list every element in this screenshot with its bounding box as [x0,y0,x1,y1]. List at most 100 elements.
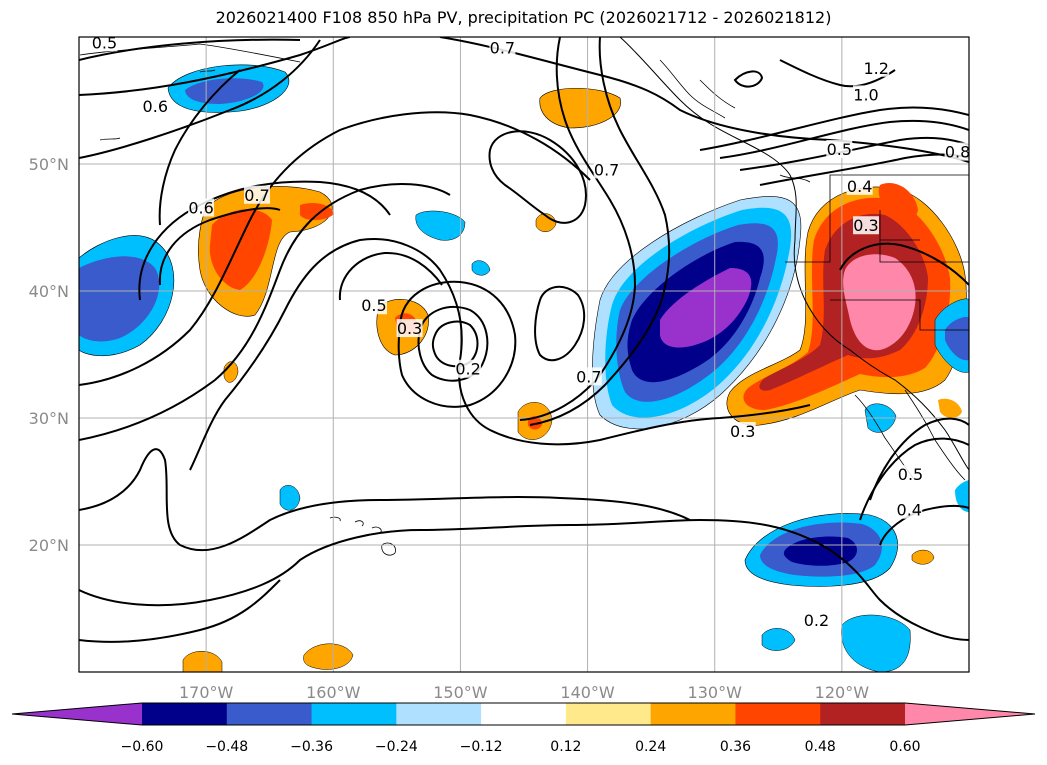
colorbar-extend-high [905,703,1035,725]
pv-contour [158,207,281,286]
pv-contour-label-bg [91,37,118,52]
pv-contour-label-bg [846,176,873,195]
pv-contour-label: 0.4 [897,501,922,520]
pv-contour-label-bg [489,38,516,57]
lon-tick-label: 160°W [306,683,361,702]
colorbar-segment [226,703,313,725]
pv-contour-label: 0.2 [804,611,829,630]
pv-contour [79,579,281,643]
colorbar: −0.60 −0.48 −0.36 −0.24 −0.12 0.12 0.24 0.36 0.4… [11,702,1036,755]
pv-contour-label-bg [826,140,853,159]
pv-contour-label: 0.7 [490,38,515,57]
pv-contour [839,242,969,286]
colorbar-segment [650,703,736,725]
pv-contour [879,504,969,546]
colorbar-tick-label: −0.36 [290,739,333,755]
pv-contour-label-bg [896,500,923,519]
colorbar-segment [735,703,821,725]
colorbar-segment [311,703,397,725]
map-frame [78,36,970,673]
pv-contour [488,130,587,224]
colorbar-tick-label: −0.48 [205,739,248,755]
pv-contour-label-bg [575,367,602,386]
lon-tick-label: 150°W [433,683,488,702]
pv-contour-label: 0.4 [847,177,872,196]
colorbar-tick-label: 0.48 [805,739,836,755]
pv-contour-label-bg [853,216,880,235]
pv-contour-label: 0.7 [244,186,269,205]
pv-contour-label-bg [863,58,890,77]
pv-contour [869,417,969,501]
pv-contour-label-bg [142,96,169,115]
pv-contour [859,437,969,521]
pv-contour [739,136,969,171]
colorbar-segment [481,703,567,725]
precip-shading [79,64,969,672]
map-panel: 0.5 0.7 0.6 0.6 0.7 0.7 0.5 0.3 0.2 0.7 0.3 1.0 1.2 0… [79,33,969,672]
pv-contour [79,39,321,159]
pv-contour-label: 0.2 [455,360,480,379]
colorbar-tick-label: 0.36 [720,739,751,755]
lon-tick-label: 130°W [688,683,743,702]
colorbar-tick-label: 0.24 [635,739,666,755]
colorbar-outline [11,702,1036,726]
lat-tick-label: 50°N [29,155,69,174]
pv-contour [79,448,691,552]
pv-contour-label-bg [897,465,924,484]
pv-contour [779,59,896,88]
pv-contour-label-bg [244,185,270,204]
pv-contour-label: 0.5 [92,33,117,52]
pv-contour-label: 1.2 [863,59,888,78]
pv-contour [79,518,969,641]
pv-contour-label-bg [360,296,387,315]
pv-contour-label-bg [853,85,880,104]
colorbar-segment [142,703,228,725]
lat-tick-label: 30°N [29,409,69,428]
pv-contour-label: 0.6 [143,97,168,116]
coastlines [79,37,969,556]
pv-contour [733,70,764,88]
pv-contour-label-bg [396,319,423,338]
pv-contour-label: 1.0 [853,85,878,104]
lon-tick-label: 140°W [560,683,615,702]
colorbar-segment [820,703,906,725]
lat-tick-label: 40°N [29,282,69,301]
pv-contour [397,280,517,408]
pv-contour-label: 0.3 [397,319,422,338]
colorbar-tick-label: 0.60 [889,739,920,755]
colorbar-tick-label: 0.12 [550,739,581,755]
colorbar-extend-low [12,703,142,725]
pv-contour-label: 0.7 [594,160,619,179]
colorbar-tick-label: −0.12 [460,739,503,755]
pv-contour-label: 0.3 [730,422,755,441]
pv-contour-label-bg [455,359,482,378]
latitude-ticks: 20°N 30°N 40°N 50°N [29,155,69,555]
pv-contour [699,106,969,151]
pv-contour [719,119,969,159]
colorbar-segment [565,703,652,725]
pv-contour-label: 0.3 [853,216,878,235]
pv-contour [189,238,811,471]
lat-tick-label: 20°N [29,536,69,555]
pv-contour-label: 0.7 [576,367,601,386]
colorbar-segment [396,703,482,725]
pv-contour-label: 0.5 [361,296,386,315]
pv-contour [79,111,591,386]
pv-contour [79,38,301,61]
pv-contour-label: 0.6 [188,198,213,217]
pv-contour [79,182,451,441]
pv-contour-label-bg [188,198,215,217]
colorbar-tick-label: −0.24 [375,739,418,755]
pv-contour-label-bg [944,142,969,161]
colorbar-tick-label: −0.60 [121,739,164,755]
pv-contour [158,69,241,226]
longitude-ticks: 170°W 160°W 150°W 140°W 130°W 120°W [179,683,869,702]
pv-contour-label-bg [803,611,830,630]
pv-contour [534,285,586,362]
map-title: 2026021400 F108 850 hPa PV, precipitatio… [215,8,832,27]
pv-contour-label: 0.5 [827,140,852,159]
pv-contour [79,37,351,96]
lon-tick-label: 170°W [179,683,234,702]
lon-tick-label: 120°W [815,683,870,702]
pv-contour-labels: 0.5 0.7 0.6 0.6 0.7 0.7 0.5 0.3 0.2 0.7 0.3 1.0 1.2 0… [91,33,969,630]
